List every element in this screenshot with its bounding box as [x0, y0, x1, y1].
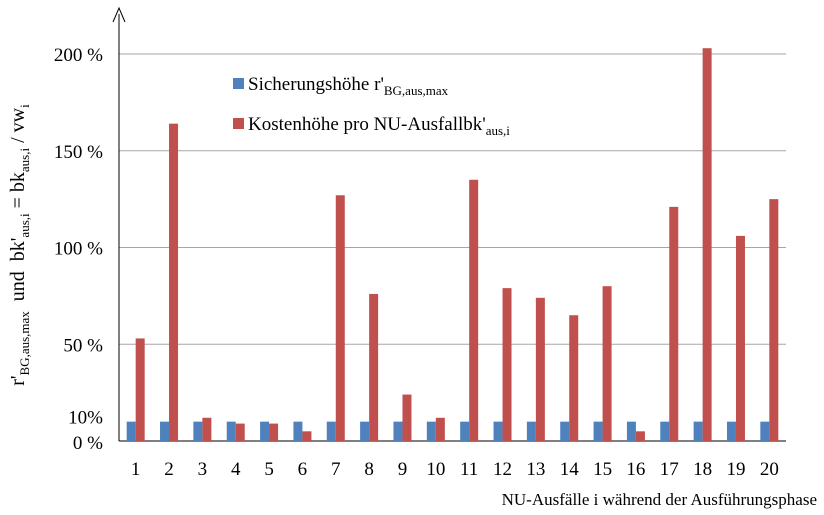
- bar-series-2: [702, 48, 712, 441]
- bar-series-1: [426, 421, 436, 441]
- x-tick-label: 9: [398, 459, 408, 480]
- bar-series-1: [726, 421, 736, 441]
- y-tick-label: 0 %: [73, 433, 103, 454]
- bar-series-2: [602, 286, 612, 441]
- x-tick-label: 7: [331, 459, 341, 480]
- bar-series-2: [735, 235, 745, 441]
- bar-series-2: [669, 206, 679, 441]
- x-tick-label: 14: [560, 459, 580, 480]
- bar-series-1: [326, 421, 336, 441]
- bar-series-1: [626, 421, 636, 441]
- bar-series-2: [235, 423, 245, 441]
- x-tick-labels: 1 2 3 4 5 6 7 8 9 10 11 12 13 14 15 16 17 18 19 20: [131, 459, 779, 480]
- y-tick-label: 50 %: [63, 335, 103, 356]
- x-tick-label: 18: [693, 459, 712, 480]
- bar-series-1: [193, 421, 203, 441]
- legend-swatch-series-2: [233, 118, 244, 129]
- bar-series-1: [560, 421, 570, 441]
- x-tick-label: 20: [760, 459, 779, 480]
- legend-swatch-series-1: [233, 78, 244, 89]
- bar-series-1: [393, 421, 403, 441]
- x-tick-label: 2: [164, 459, 174, 480]
- bar-series-1: [160, 421, 170, 441]
- x-tick-label: 10: [426, 459, 445, 480]
- x-tick-label: 15: [593, 459, 612, 480]
- y-tick-label: 10%: [68, 408, 103, 429]
- bar-series-1: [693, 421, 703, 441]
- x-tick-label: 8: [364, 459, 374, 480]
- x-tick-label: 17: [660, 459, 679, 480]
- bar-series-2: [569, 315, 579, 441]
- bar-series-2: [369, 293, 379, 441]
- bar-series-1: [593, 421, 603, 441]
- x-tick-label: 12: [493, 459, 512, 480]
- bar-series-1: [660, 421, 670, 441]
- bar-series-1: [293, 421, 303, 441]
- bar-series-2: [202, 417, 212, 441]
- x-tick-label: 16: [626, 459, 645, 480]
- bars: [126, 48, 779, 441]
- bar-series-2: [335, 195, 345, 441]
- bar-series-2: [135, 338, 145, 441]
- bar-series-2: [769, 199, 779, 441]
- y-axis: [112, 6, 126, 441]
- bar-series-2: [435, 417, 445, 441]
- x-tick-label: 5: [264, 459, 274, 480]
- x-axis-title: NU-Ausfälle i während der Ausführungspha…: [502, 490, 817, 509]
- x-tick-label: 13: [526, 459, 545, 480]
- bar-series-1: [526, 421, 536, 441]
- bar-series-1: [226, 421, 236, 441]
- bar-series-1: [360, 421, 370, 441]
- bar-series-2: [302, 431, 312, 441]
- bar-series-1: [260, 421, 270, 441]
- x-tick-label: 6: [298, 459, 308, 480]
- y-tick-labels: 0 % 10% 50 % 100 % 150 % 200 %: [54, 45, 103, 454]
- bar-series-2: [469, 179, 479, 441]
- bar-series-2: [402, 394, 412, 441]
- x-tick-label: 4: [231, 459, 241, 480]
- y-axis-arrow-icon: [112, 6, 126, 23]
- bar-series-2: [535, 297, 545, 441]
- bar-series-2: [635, 431, 645, 441]
- bar-series-2: [169, 123, 179, 441]
- y-axis-title: r'BG,aus,max und bk'aus,i = bkaus,i / vw…: [7, 104, 32, 386]
- legend-label-series-2: Kostenhöhe pro NU-Ausfallbk'aus,i: [248, 114, 510, 138]
- y-tick-label: 150 %: [54, 142, 103, 163]
- x-tick-label: 19: [726, 459, 745, 480]
- x-tick-label: 11: [460, 459, 478, 480]
- gridlines: [119, 53, 786, 345]
- y-tick-label: 200 %: [54, 45, 103, 66]
- bar-series-1: [126, 421, 136, 441]
- bar-series-2: [269, 423, 279, 441]
- legend: Sicherungshöhe r'BG,aus,max Kostenhöhe p…: [233, 74, 510, 138]
- legend-label-series-1: Sicherungshöhe r'BG,aus,max: [248, 74, 449, 98]
- x-tick-label: 3: [198, 459, 208, 480]
- bar-series-1: [460, 421, 470, 441]
- x-tick-label: 1: [131, 459, 141, 480]
- bar-series-2: [502, 288, 512, 441]
- y-tick-label: 100 %: [54, 239, 103, 260]
- bar-series-1: [493, 421, 503, 441]
- bar-series-1: [760, 421, 770, 441]
